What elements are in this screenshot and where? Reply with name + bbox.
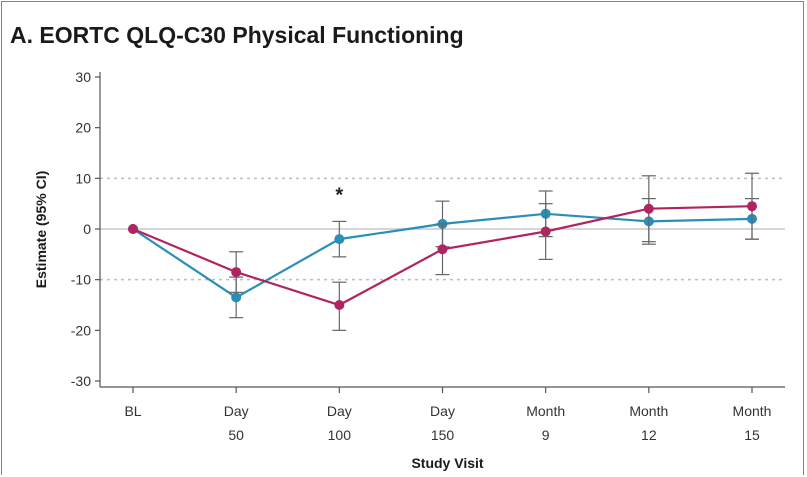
data-point [540,226,551,237]
data-point [437,244,448,255]
series-1 [128,190,759,319]
x-tick-label-line2: 9 [542,427,550,443]
y-axis-ticks: 30 20 10 0 -10 -20 -30 [71,69,100,389]
y-tick-label: -20 [71,322,91,338]
x-tick-label: Day [327,403,352,419]
x-tick-label: BL [124,403,141,419]
x-axis-title: Study Visit [411,455,483,471]
x-tick-label: Month [733,403,772,419]
series-2 [128,172,759,331]
x-tick-label: Day [224,403,249,419]
data-point [334,234,345,245]
significance-asterisk: * [335,185,343,207]
data-point [643,203,654,214]
data-point [231,292,242,303]
y-tick-label: -30 [71,373,91,389]
y-tick-label: 20 [75,120,91,136]
data-point [128,224,138,234]
chart-title: A. EORTC QLQ-C30 Physical Functioning [10,22,464,48]
y-tick-label: 0 [83,221,91,237]
x-tick-label-line2: 50 [228,427,244,443]
x-tick-label-line2: 150 [431,427,455,443]
x-tick-label-line2: 100 [328,427,352,443]
data-point [334,300,345,310]
data-point [747,201,757,212]
annotations: * [335,185,343,207]
x-tick-label: Month [629,403,668,419]
data-point [231,267,242,278]
x-tick-label: Month [526,403,565,419]
x-tick-label: Day [430,403,455,419]
y-tick-label: 30 [75,69,91,85]
series-layer [128,172,759,331]
x-tick-label-line2: 15 [744,427,760,443]
y-axis-title: Estimate (95% CI) [33,171,49,288]
x-tick-label-line2: 12 [641,427,657,443]
x-axis-ticks: BL Day 50 Day 100 Day 150 Month 9 Month 12 Month 15 [124,387,771,443]
y-tick-label: -10 [71,272,91,288]
y-tick-label: 10 [75,170,91,186]
